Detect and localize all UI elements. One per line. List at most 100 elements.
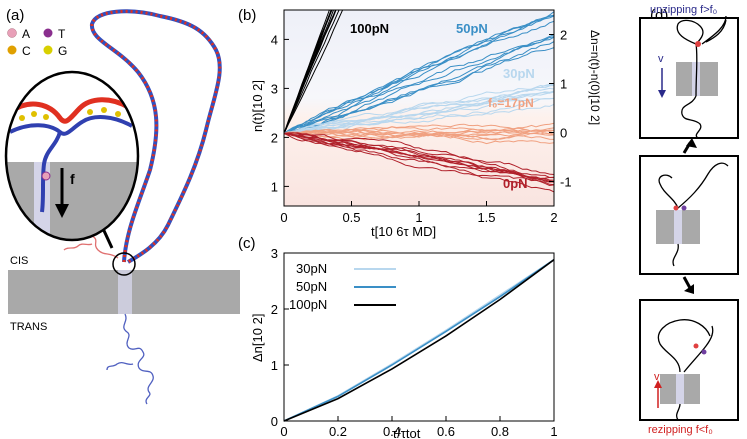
b-y2tick-label: -1 xyxy=(560,175,572,190)
series-label-100pn: 100pN xyxy=(350,21,389,36)
legend-dot-a xyxy=(7,28,17,38)
nucleotide-legend: A T C G xyxy=(7,27,67,58)
series-50pn-trace xyxy=(284,15,554,134)
series-50pn-trace xyxy=(284,20,554,134)
plot-b-lines xyxy=(284,10,554,193)
legend-c-100pn: 100pN xyxy=(289,297,327,312)
plot-c-ylabel: Δn[10 2] xyxy=(250,314,265,362)
unzip-v-arrowhead xyxy=(658,90,666,98)
series-f17pn-trace xyxy=(284,126,554,134)
b-xtick-label: 1.5 xyxy=(477,210,495,225)
rezip-pore xyxy=(676,374,684,404)
c-xtick-label: 0.8 xyxy=(491,424,509,439)
unzip-strand xyxy=(676,19,704,139)
series-label-50pn: 50pN xyxy=(456,21,488,36)
panel-a: (a) A T C G CIS TRANS xyxy=(4,7,240,405)
panel-b: (b) 0 0.5 1 1.5 2 1 2 3 4 -1 0 1 2 n(t)[10 2] Δn=n(t… xyxy=(238,7,602,239)
c-xtick-label: 0.6 xyxy=(437,424,455,439)
cis-label: CIS xyxy=(10,255,28,267)
trans-coil xyxy=(106,313,154,405)
b-y2tick-label: 2 xyxy=(560,28,567,43)
rezipping-title: rezipping f<f₀ xyxy=(648,424,713,436)
panel-d: (d) unzipping f>f₀ v v rezippi xyxy=(639,4,739,436)
plot-b-right-ylabel: Δn=n(t)-n(0)[10 2] xyxy=(588,30,602,125)
up-transition-arrowhead xyxy=(686,138,697,148)
b-ytick-label: 2 xyxy=(271,130,278,145)
plot-b-left-ylabel: n(t)[10 2] xyxy=(250,80,265,132)
unzip-red-dot xyxy=(695,41,701,47)
series-0pn-trace xyxy=(284,132,554,193)
legend-label-c: C xyxy=(22,44,31,58)
unzip-v-label: v xyxy=(658,53,664,65)
series-label-f0: f₀=17pN xyxy=(488,96,534,110)
middle-pore xyxy=(674,210,682,244)
panel-c: (c) 0 0.2 0.4 0.6 0.8 1 0 1 2 3 Δn[10 2] τ/τtot 3… xyxy=(238,235,558,439)
zoom-inset: f xyxy=(4,70,140,242)
b-xtick-label: 1 xyxy=(415,210,422,225)
series-30pn-trace xyxy=(284,91,554,135)
panel-a-label: (a) xyxy=(6,7,24,24)
series-30pn-trace xyxy=(284,103,554,134)
series-0pn-trace xyxy=(284,132,554,183)
legend-label-a: A xyxy=(22,27,30,41)
b-ytick-label: 1 xyxy=(271,179,278,194)
rezip-v-label: v xyxy=(654,371,660,383)
series-50pn-trace xyxy=(284,47,554,134)
c-xtick-label: 0.4 xyxy=(383,424,401,439)
rezip-red-dot xyxy=(693,343,699,349)
b-xtick-label: 0.5 xyxy=(342,210,360,225)
b-xtick-label: 2 xyxy=(550,210,557,225)
plot-c-legend: 30pN 50pN 100pN xyxy=(289,261,396,312)
series-0pn-trace xyxy=(284,132,554,179)
pore-highlight-circle xyxy=(112,252,136,276)
plot-c-lines xyxy=(283,259,555,422)
c-ytick-label: 3 xyxy=(271,246,278,261)
dna-backbone-blue xyxy=(90,9,222,264)
legend-dot-g xyxy=(43,45,53,55)
rezip-strand xyxy=(657,319,714,421)
series-100pn-trace xyxy=(284,10,330,134)
plot-c-frame xyxy=(283,252,555,422)
series-0pn-trace xyxy=(284,133,554,179)
series-f17pn-trace xyxy=(284,122,554,134)
middle-strand xyxy=(658,162,729,267)
c-xtick-label: 1 xyxy=(550,424,557,439)
legend-label-g: G xyxy=(58,44,67,58)
series-50pn-trace xyxy=(284,34,554,134)
b-y2tick-label: 0 xyxy=(560,126,567,141)
series-100pn-curve xyxy=(283,259,555,422)
down-transition-arrowhead xyxy=(684,284,694,294)
series-30pn-trace xyxy=(284,84,554,134)
unzipping-title: unzipping f>f₀ xyxy=(650,4,717,16)
series-50pn-curve xyxy=(283,259,555,422)
series-100pn-trace xyxy=(284,10,337,134)
series-100pn-trace xyxy=(284,10,340,134)
b-ytick-label: 4 xyxy=(271,32,278,47)
middle-purple-dot xyxy=(681,205,687,211)
nanopore xyxy=(118,270,132,314)
series-f17pn-trace xyxy=(284,130,554,138)
series-30pn-trace xyxy=(284,83,554,134)
series-100pn-trace xyxy=(284,10,332,134)
series-30pn-trace xyxy=(284,87,554,134)
c-ytick-label: 1 xyxy=(271,358,278,373)
plot-c-xlabel: τ/τtot xyxy=(392,426,421,439)
legend-dot-c xyxy=(7,45,17,55)
middle-red-dot xyxy=(673,205,679,211)
force-label: f xyxy=(70,171,75,187)
plot-b-ticks: 0 0.5 1 1.5 2 1 2 3 4 -1 0 1 2 xyxy=(271,28,572,226)
b-xtick-label: 0 xyxy=(280,210,287,225)
c-xtick-label: 0.2 xyxy=(329,424,347,439)
legend-c-50pn: 50pN xyxy=(296,279,327,294)
panel-c-label: (c) xyxy=(238,235,256,252)
series-label-0pn: 0pN xyxy=(503,176,528,191)
plot-b-xlabel: t[10 6τ MD] xyxy=(371,224,436,239)
rezip-purple-dot xyxy=(701,349,707,355)
legend-c-30pn: 30pN xyxy=(296,261,327,276)
zoom-oval-outline xyxy=(4,70,140,242)
rezip-v-arrowhead xyxy=(654,380,662,388)
c-xtick-label: 0 xyxy=(280,424,287,439)
down-transition-arrow xyxy=(682,276,692,289)
legend-label-t: T xyxy=(58,27,66,41)
